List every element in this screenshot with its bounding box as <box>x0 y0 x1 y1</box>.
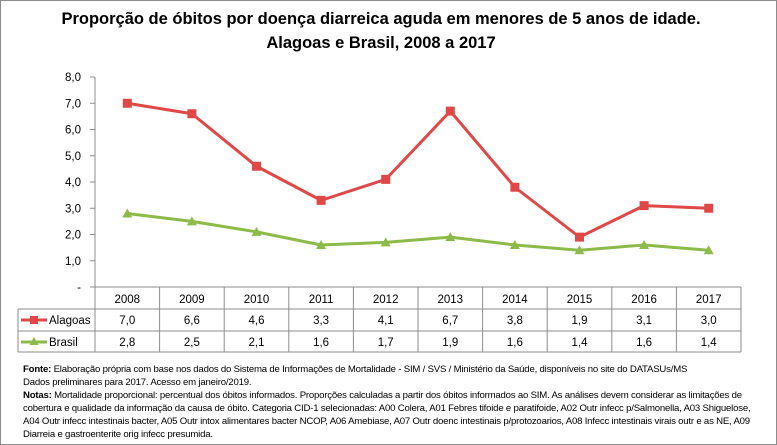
series-line-brasil <box>127 212 709 252</box>
x-category-label: 2011 <box>309 294 334 306</box>
legend-label-brasil: Brasil <box>49 337 78 349</box>
fonte-line2: Dados preliminares para 2017. Acesso em … <box>23 377 252 388</box>
x-category-label: 2012 <box>373 294 399 306</box>
y-tick-label: - <box>77 282 81 294</box>
fonte-label: Fonte: <box>23 364 52 375</box>
data-label: 3,3 <box>313 315 329 327</box>
x-category-label: 2016 <box>631 294 657 306</box>
legend-marker-triangle <box>29 337 39 345</box>
data-point-alagoas <box>704 203 714 213</box>
data-point-alagoas <box>510 182 520 192</box>
data-point-alagoas <box>187 109 197 119</box>
x-category-label: 2009 <box>179 294 205 306</box>
data-label: 3,1 <box>636 315 652 327</box>
chart-title: Proporção de óbitos por doença diarreica… <box>61 10 701 52</box>
data-label: 1,9 <box>572 315 588 327</box>
x-category-label: 2010 <box>244 294 270 306</box>
data-point-brasil <box>122 208 133 218</box>
legend-label-alagoas: Alagoas <box>49 315 91 327</box>
data-point-alagoas <box>445 106 455 116</box>
data-label: 6,6 <box>184 315 200 327</box>
data-label: 1,6 <box>636 337 652 349</box>
data-label: 3,8 <box>507 315 523 327</box>
data-point-alagoas <box>575 232 584 242</box>
data-label: 2,5 <box>184 337 200 349</box>
data-label: 1,6 <box>507 337 523 349</box>
data-label: 4,1 <box>378 315 394 327</box>
notas-text: Mortalidade proporcional: percentual dos… <box>23 390 751 440</box>
y-tick-label: 8,0 <box>65 72 81 84</box>
series-line-alagoas <box>127 101 709 239</box>
x-category-label: 2013 <box>438 294 464 306</box>
data-label: 2,8 <box>119 337 135 349</box>
y-tick-label: 3,0 <box>65 203 81 215</box>
data-label: 1,4 <box>701 337 718 349</box>
data-label: 4,6 <box>249 315 265 327</box>
data-point-brasil <box>316 240 327 249</box>
data-point-alagoas <box>316 195 326 205</box>
notes: Fonte: Elaboração própria com base nos d… <box>23 363 768 441</box>
data-point-alagoas <box>381 174 391 184</box>
data-point-brasil <box>509 240 520 249</box>
data-point-brasil <box>380 237 391 247</box>
fonte-text: Elaboração própria com base nos dados do… <box>51 364 688 375</box>
data-label: 3,0 <box>701 315 717 327</box>
y-tick-label: 5,0 <box>65 151 81 163</box>
data-label: 1,6 <box>313 337 329 349</box>
data-label: 1,9 <box>442 337 458 349</box>
data-point-brasil <box>574 245 585 255</box>
data-point-brasil <box>186 216 197 226</box>
y-tick-label: 2,0 <box>65 230 81 242</box>
data-point-alagoas <box>639 201 649 211</box>
x-category-label: 2008 <box>115 294 141 306</box>
x-category-label: 2017 <box>696 294 722 306</box>
data-label: 6,7 <box>442 315 458 327</box>
data-label: 1,4 <box>572 337 589 349</box>
notas-label: Notas: <box>23 390 52 401</box>
legend-marker-square <box>30 316 38 324</box>
data-point-brasil <box>639 240 650 249</box>
line-chart: - 1,0 2,0 3,0 4,0 5,0 6,0 7,0 8,0 2008 2009 2010 201… <box>17 72 742 353</box>
data-point-alagoas <box>122 98 132 108</box>
data-point-brasil <box>251 226 262 236</box>
y-tick-label: 1,0 <box>65 256 81 268</box>
data-label: 7,0 <box>119 315 135 327</box>
data-point-brasil <box>445 232 456 242</box>
y-tick-label: 4,0 <box>65 177 81 189</box>
x-category-label: 2015 <box>567 294 593 306</box>
data-point-alagoas <box>252 161 261 171</box>
data-point-brasil <box>703 245 714 255</box>
x-category-label: 2014 <box>502 294 528 306</box>
y-tick-label: 6,0 <box>65 125 81 137</box>
data-label: 1,7 <box>378 337 394 349</box>
data-label: 2,1 <box>249 337 265 349</box>
y-tick-label: 7,0 <box>65 98 81 110</box>
